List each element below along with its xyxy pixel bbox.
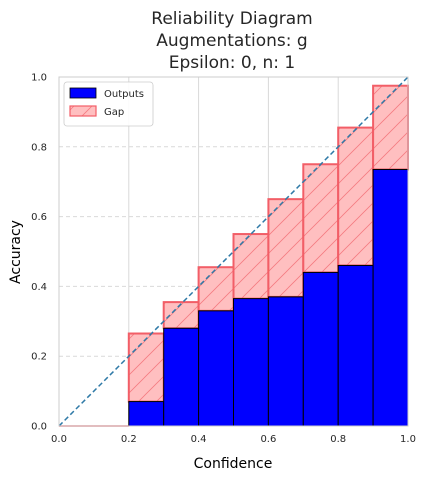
output-bar bbox=[372, 168, 409, 427]
y-tick-label: 0.8 bbox=[31, 142, 47, 153]
legend-outputs-label: Outputs bbox=[104, 89, 144, 100]
output-bar bbox=[128, 401, 165, 427]
chart-title-line-2: Augmentations: g bbox=[156, 31, 307, 51]
gap-bar-hatch bbox=[373, 85, 408, 170]
output-bars bbox=[128, 168, 409, 427]
y-tick-label: 0.6 bbox=[31, 212, 47, 223]
output-bar bbox=[302, 271, 339, 427]
gap-bar-hatch bbox=[128, 333, 164, 402]
y-tick-label: 0.4 bbox=[31, 282, 47, 293]
gap-bar-hatch bbox=[303, 164, 339, 273]
x-tick-label: 0.8 bbox=[330, 434, 346, 445]
legend-gap-hatch bbox=[70, 106, 96, 116]
y-tick-label: 1.0 bbox=[31, 73, 47, 84]
x-tick-label: 0.4 bbox=[191, 434, 207, 445]
plot-frame bbox=[58, 76, 409, 427]
output-bar bbox=[267, 296, 304, 427]
x-tick-label: 0.0 bbox=[51, 434, 67, 445]
x-axis-label: Confidence bbox=[194, 456, 273, 472]
legend-gap-label: Gap bbox=[104, 107, 124, 118]
chart-title-line-3: Epsilon: 0, n: 1 bbox=[169, 53, 296, 73]
y-axis-label: Accuracy bbox=[8, 220, 24, 284]
y-tick-labels: 0.0 0.2 0.4 0.6 0.8 1.0 bbox=[31, 73, 47, 433]
output-bar bbox=[163, 327, 200, 427]
x-tick-label: 1.0 bbox=[400, 434, 416, 445]
y-tick-label: 0.2 bbox=[31, 352, 47, 363]
x-tick-label: 0.6 bbox=[260, 434, 276, 445]
output-bar bbox=[198, 310, 235, 427]
x-tick-labels: 0.0 0.2 0.4 0.6 0.8 1.0 bbox=[51, 434, 416, 445]
gap-bar-hatch bbox=[233, 234, 269, 299]
x-tick-label: 0.2 bbox=[121, 434, 137, 445]
perfect-calibration-line bbox=[58, 76, 409, 427]
output-bar bbox=[233, 298, 269, 427]
gap-bar-hatch bbox=[268, 199, 304, 297]
y-tick-label: 0.0 bbox=[31, 422, 47, 433]
gap-bar-hatch bbox=[338, 127, 374, 266]
gap-bar-hatch bbox=[198, 267, 234, 311]
legend-outputs-swatch bbox=[69, 87, 97, 99]
legend: Outputs Gap bbox=[63, 81, 154, 127]
output-bar bbox=[337, 264, 374, 427]
chart-title-line-1: Reliability Diagram bbox=[151, 9, 312, 29]
